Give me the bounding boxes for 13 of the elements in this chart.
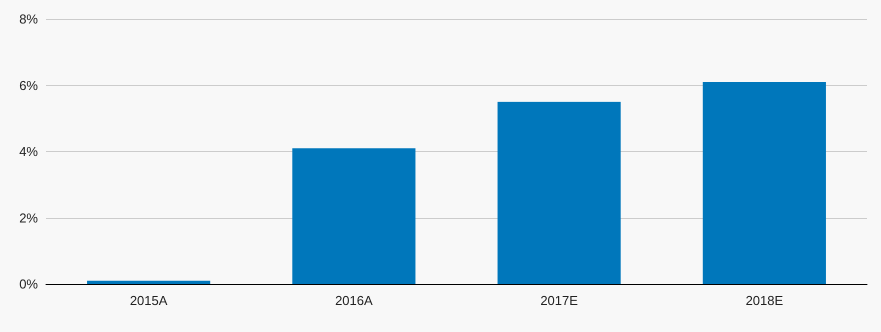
bar [87, 280, 210, 284]
x-tick-label: 2018E [746, 293, 784, 308]
y-tick-label: 8% [19, 12, 38, 26]
bar [702, 82, 826, 284]
y-tick-label: 0% [19, 276, 38, 292]
bar [498, 102, 621, 284]
bar [292, 148, 416, 284]
y-tick-label: 4% [19, 144, 38, 159]
x-tick-label: 2016A [335, 293, 373, 308]
x-tick-label: 2015A [130, 293, 168, 308]
x-tick-label: 2017E [540, 293, 578, 308]
y-tick-label: 6% [19, 78, 38, 93]
y-tick-label: 2% [19, 210, 38, 226]
